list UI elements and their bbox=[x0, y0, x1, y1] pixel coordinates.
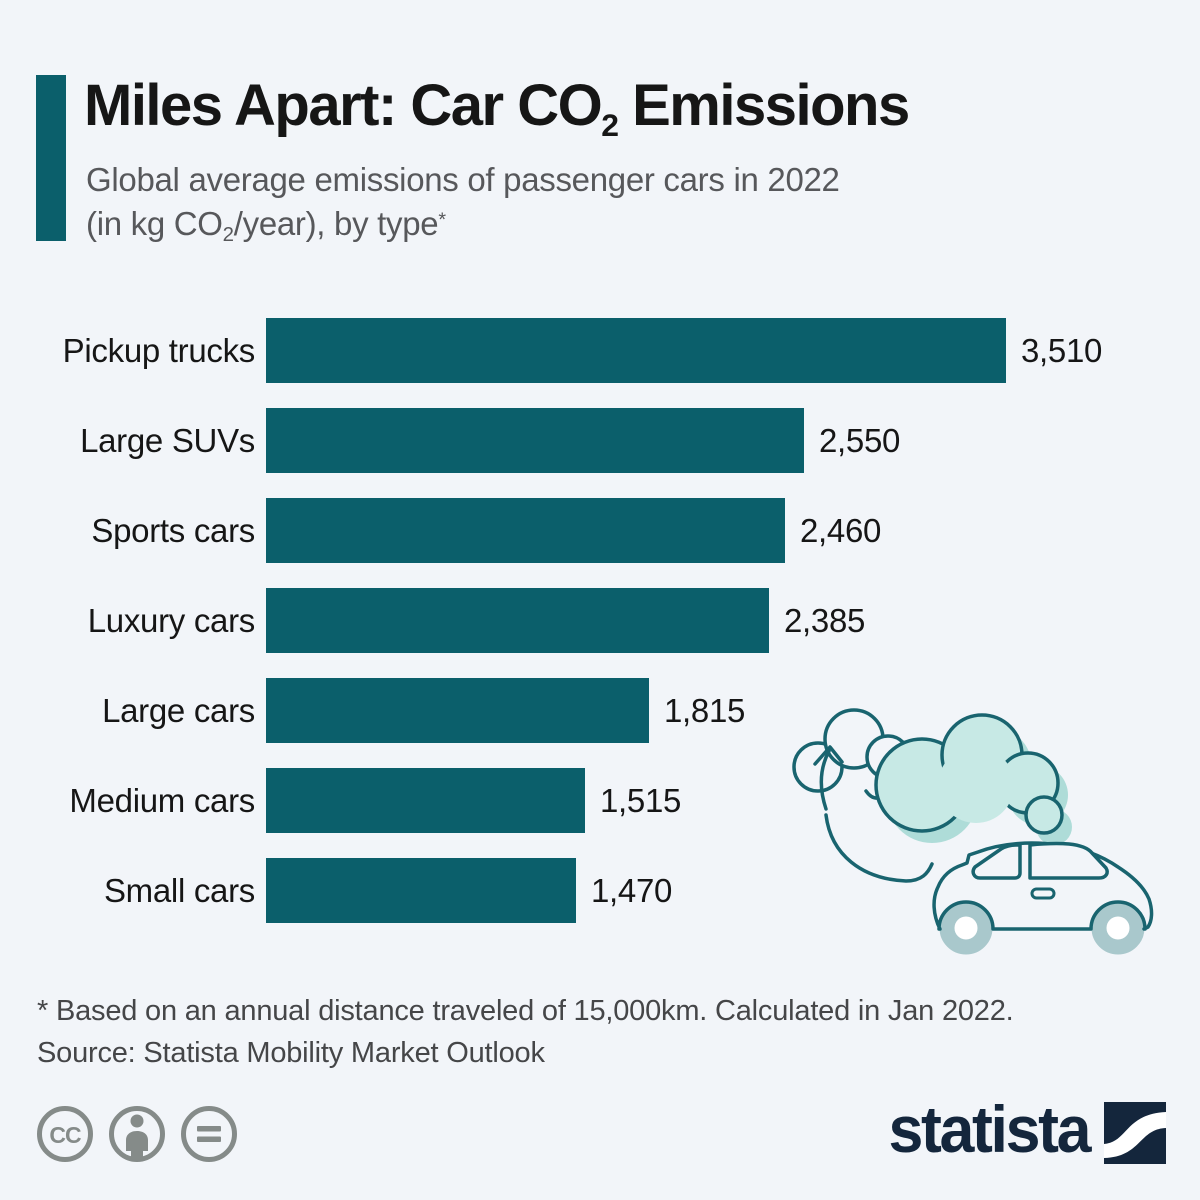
category-label: Large SUVs bbox=[80, 421, 255, 459]
value-label: 2,460 bbox=[800, 511, 882, 549]
chart-row: Large SUVs 2,550 bbox=[36, 408, 1102, 473]
bar-track: 1,515 bbox=[266, 768, 681, 833]
equals-icon bbox=[181, 1106, 237, 1162]
statista-wordmark: statista bbox=[888, 1092, 1091, 1166]
rear-wheel-icon bbox=[1091, 901, 1145, 955]
bar-track: 2,385 bbox=[266, 588, 865, 653]
cc-icon bbox=[37, 1106, 93, 1162]
value-label: 2,550 bbox=[819, 421, 901, 459]
category-label: Large cars bbox=[102, 691, 255, 729]
footnote-line: * Based on an annual distance traveled o… bbox=[37, 995, 1014, 1027]
footnote-asterisk: * bbox=[438, 208, 446, 231]
filled-cloud-icon bbox=[874, 713, 1072, 845]
chart-row: Small cars 1,470 bbox=[36, 858, 1102, 923]
bar bbox=[266, 318, 1006, 383]
bar bbox=[266, 768, 585, 833]
bar-track: 2,550 bbox=[266, 408, 900, 473]
attribution-person-icon bbox=[109, 1106, 165, 1162]
page-title: Miles Apart: Car CO2 Emissions bbox=[84, 72, 910, 143]
source-line: Source: Statista Mobility Market Outlook bbox=[37, 1037, 545, 1070]
bar bbox=[266, 408, 804, 473]
value-label: 1,815 bbox=[664, 691, 746, 729]
car-front-window bbox=[971, 843, 1022, 880]
license-badge[interactable]: CC bbox=[36, 1104, 276, 1166]
category-label: Medium cars bbox=[69, 781, 255, 819]
bar-track: 2,460 bbox=[266, 498, 881, 563]
chart-row: Medium cars 1,515 bbox=[36, 768, 1102, 833]
bar bbox=[266, 858, 576, 923]
car-door-handle bbox=[1030, 887, 1056, 900]
subtitle-line2-post: /year), by type bbox=[233, 204, 439, 242]
subtitle-subscript: 2 bbox=[222, 222, 234, 246]
bar bbox=[266, 678, 649, 743]
bar-track: 3,510 bbox=[266, 318, 1102, 383]
chart-row: Pickup trucks 3,510 bbox=[36, 318, 1102, 383]
category-label: Luxury cars bbox=[87, 601, 256, 639]
car-rear-window bbox=[1028, 841, 1109, 880]
title-text-pre: Miles Apart: Car CO bbox=[84, 73, 603, 138]
exhaust-line bbox=[824, 813, 934, 883]
bar-track: 1,470 bbox=[266, 858, 672, 923]
category-label: Pickup trucks bbox=[62, 331, 256, 369]
car-icon bbox=[932, 841, 1154, 955]
subtitle-line1: Global average emissions of passenger ca… bbox=[86, 161, 840, 198]
chart-row: Luxury cars 2,385 bbox=[36, 588, 1102, 653]
arrow-up-icon bbox=[813, 745, 844, 811]
statista-logo-mark-icon bbox=[1104, 1102, 1166, 1164]
bar-chart: Pickup trucks 3,510 Large SUVs 2,550 Spo… bbox=[36, 318, 1102, 948]
statista-logo[interactable]: statista bbox=[878, 1096, 1166, 1170]
bar bbox=[266, 588, 769, 653]
bar-track: 1,815 bbox=[266, 678, 745, 743]
value-label: 2,385 bbox=[784, 601, 866, 639]
value-label: 3,510 bbox=[1021, 331, 1103, 369]
svg-text:CC: CC bbox=[49, 1122, 81, 1148]
category-label: Small cars bbox=[103, 871, 255, 909]
value-label: 1,470 bbox=[591, 871, 673, 909]
title-text-post: Emissions bbox=[617, 73, 910, 138]
front-wheel-icon bbox=[939, 901, 993, 955]
footnotes: * Based on an annual distance traveled o… bbox=[37, 990, 1014, 1074]
chart-row: Sports cars 2,460 bbox=[36, 498, 1102, 563]
category-label: Sports cars bbox=[91, 511, 255, 549]
subtitle-line2-pre: (in kg CO bbox=[86, 204, 223, 242]
car-exhaust-illustration bbox=[792, 708, 1154, 955]
title-accent-bar bbox=[36, 75, 66, 241]
value-label: 1,515 bbox=[600, 781, 682, 819]
chart-subtitle: Global average emissions of passenger ca… bbox=[86, 158, 840, 246]
chart-row: Large cars 1,815 bbox=[36, 678, 1102, 743]
title-subscript: 2 bbox=[601, 107, 619, 144]
bar bbox=[266, 498, 785, 563]
